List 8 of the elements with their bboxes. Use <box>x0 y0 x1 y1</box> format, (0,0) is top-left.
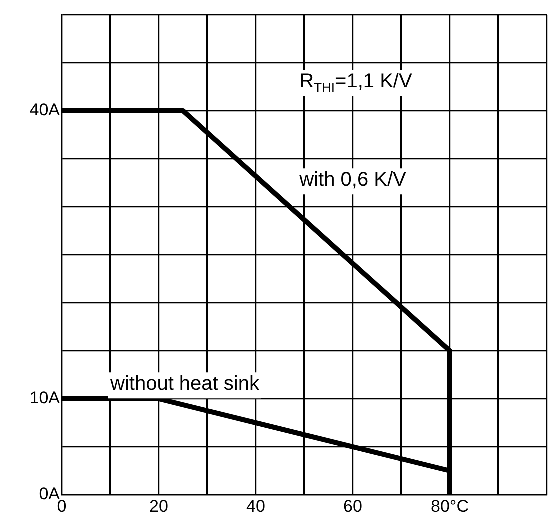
annotation: without heat sink <box>110 373 260 396</box>
x-tick-label: 20 <box>150 496 168 516</box>
x-tick-label: 60 <box>344 496 362 516</box>
x-tick-label: 40 <box>246 496 266 516</box>
x-tick-label: 80°C <box>431 496 469 516</box>
y-tick-label: 40A <box>30 100 61 120</box>
annotation: with 0,6 K/V <box>298 169 408 192</box>
y-tick-label: 10A <box>30 388 61 408</box>
